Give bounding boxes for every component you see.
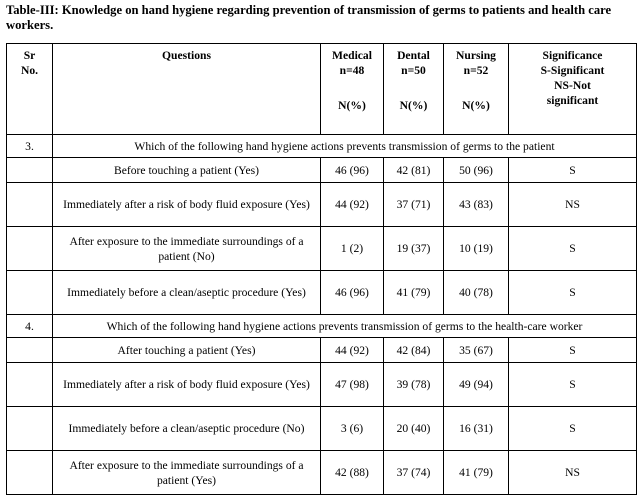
- significance-cell: S: [508, 157, 637, 183]
- sr-cell: [6, 157, 53, 183]
- section-title: Which of the following hand hygiene acti…: [52, 314, 637, 338]
- table-row: After touching a patient (Yes) 44 (92) 4…: [6, 337, 637, 363]
- nursing-cell: 35 (67): [443, 337, 509, 363]
- question-cell: Immediately after a risk of body fluid e…: [52, 362, 321, 407]
- sr-cell: [6, 337, 53, 363]
- dental-cell: 39 (78): [383, 362, 444, 407]
- table-row: Before touching a patient (Yes) 46 (96) …: [6, 157, 637, 183]
- significance-cell: S: [508, 362, 637, 407]
- significance-cell: NS: [508, 182, 637, 227]
- table-row: Immediately before a clean/aseptic proce…: [6, 406, 637, 451]
- table-row: Immediately after a risk of body fluid e…: [6, 362, 637, 407]
- header-significance: Significance S-Significant NS-Not signif…: [508, 43, 637, 135]
- section-row: 3. Which of the following hand hygiene a…: [6, 134, 637, 158]
- question-cell: After exposure to the immediate surround…: [52, 226, 321, 271]
- significance-cell: S: [508, 406, 637, 451]
- significance-cell: NS: [508, 450, 637, 495]
- header-medical: Medical n=48 N(%): [320, 43, 384, 135]
- question-cell: After exposure to the immediate surround…: [52, 450, 321, 495]
- nursing-cell: 49 (94): [443, 362, 509, 407]
- header-sr-no: Sr No.: [6, 43, 53, 135]
- section-title: Which of the following hand hygiene acti…: [52, 134, 637, 158]
- question-cell: Immediately after a risk of body fluid e…: [52, 182, 321, 227]
- nursing-cell: 41 (79): [443, 450, 509, 495]
- sr-cell: [6, 362, 53, 407]
- medical-cell: 44 (92): [320, 182, 384, 227]
- nursing-cell: 50 (96): [443, 157, 509, 183]
- table-row: Immediately before a clean/aseptic proce…: [6, 270, 637, 315]
- sr-cell: [6, 182, 53, 227]
- medical-cell: 46 (96): [320, 157, 384, 183]
- sr-cell: [6, 406, 53, 451]
- table-row: Immediately after a risk of body fluid e…: [6, 182, 637, 227]
- medical-cell: 44 (92): [320, 337, 384, 363]
- medical-cell: 42 (88): [320, 450, 384, 495]
- header-nursing: Nursing n=52 N(%): [443, 43, 509, 135]
- dental-cell: 37 (71): [383, 182, 444, 227]
- significance-cell: S: [508, 226, 637, 271]
- significance-cell: S: [508, 270, 637, 315]
- dental-cell: 37 (74): [383, 450, 444, 495]
- header-row: Sr No. Questions Medical n=48 N(%) Denta…: [6, 43, 637, 135]
- section-number: 4.: [6, 314, 53, 338]
- sr-cell: [6, 270, 53, 315]
- dental-cell: 41 (79): [383, 270, 444, 315]
- significance-cell: S: [508, 337, 637, 363]
- dental-cell: 42 (84): [383, 337, 444, 363]
- nursing-cell: 10 (19): [443, 226, 509, 271]
- dental-cell: 19 (37): [383, 226, 444, 271]
- table-row: After exposure to the immediate surround…: [6, 226, 637, 271]
- medical-cell: 3 (6): [320, 406, 384, 451]
- question-cell: Immediately before a clean/aseptic proce…: [52, 406, 321, 451]
- header-dental: Dental n=50 N(%): [383, 43, 444, 135]
- section-number: 3.: [6, 134, 53, 158]
- sr-cell: [6, 450, 53, 495]
- medical-cell: 46 (96): [320, 270, 384, 315]
- table-caption: Table-III: Knowledge on hand hygiene reg…: [6, 3, 612, 32]
- sr-cell: [6, 226, 53, 271]
- question-cell: Immediately before a clean/aseptic proce…: [52, 270, 321, 315]
- nursing-cell: 40 (78): [443, 270, 509, 315]
- question-cell: After touching a patient (Yes): [52, 337, 321, 363]
- section-row: 4. Which of the following hand hygiene a…: [6, 314, 637, 338]
- medical-cell: 47 (98): [320, 362, 384, 407]
- question-cell: Before touching a patient (Yes): [52, 157, 321, 183]
- hand-hygiene-table: Sr No. Questions Medical n=48 N(%) Denta…: [6, 43, 637, 495]
- medical-cell: 1 (2): [320, 226, 384, 271]
- nursing-cell: 16 (31): [443, 406, 509, 451]
- dental-cell: 20 (40): [383, 406, 444, 451]
- nursing-cell: 43 (83): [443, 182, 509, 227]
- table-row: After exposure to the immediate surround…: [6, 450, 637, 495]
- header-questions: Questions: [52, 43, 321, 135]
- dental-cell: 42 (81): [383, 157, 444, 183]
